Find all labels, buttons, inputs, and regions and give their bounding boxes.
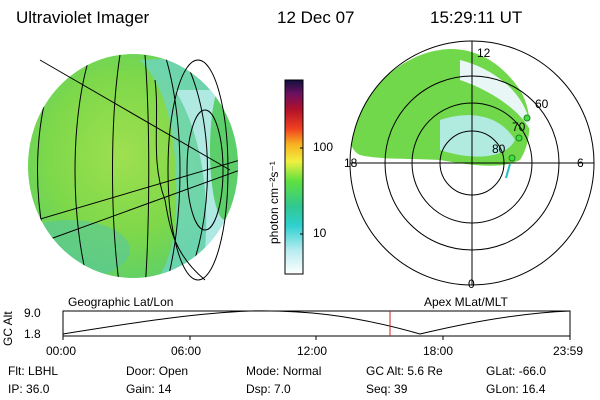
- status-glat: GLat: -66.0: [486, 364, 547, 378]
- status-gain: Gain: 14: [126, 382, 172, 396]
- mlt-label-0: 0: [468, 277, 475, 291]
- status-dsp: Dsp: 7.0: [246, 382, 291, 396]
- track-point: [515, 134, 523, 142]
- time-tick-2359: 23:59: [553, 344, 584, 358]
- colorbar-tick-10: 10: [313, 226, 327, 240]
- altitude-frame: [62, 310, 571, 337]
- colorbar-unit-label: photon cm⁻²s⁻¹: [267, 161, 281, 244]
- time-tick-0000: 00:00: [46, 344, 77, 358]
- colorbar: [284, 79, 304, 275]
- status-mode: Mode: Normal: [246, 364, 322, 378]
- altitude-curve: [62, 310, 571, 335]
- apex-label: Apex MLat/MLT: [424, 295, 508, 309]
- mlat-label-80: 80: [492, 142, 506, 156]
- mlat-label-60: 60: [535, 97, 549, 111]
- status-door: Door: Open: [126, 364, 189, 378]
- track-point: [523, 114, 531, 122]
- altitude-plot: [62, 310, 571, 340]
- instrument-title: Ultraviolet Imager: [16, 8, 150, 27]
- time-label: 15:29:11 UT: [430, 8, 523, 27]
- time-tick-0600: 06:00: [171, 344, 202, 358]
- status-filter: Flt: LBHL: [8, 364, 59, 378]
- geographic-image: [28, 54, 238, 281]
- colorbar-gradient: [284, 79, 304, 275]
- status-ip: IP: 36.0: [8, 382, 50, 396]
- mlt-label-12: 12: [477, 46, 491, 60]
- polar-plot: [349, 40, 595, 286]
- altitude-ytick-high: 9.0: [24, 306, 41, 320]
- time-tick-1800: 18:00: [423, 344, 454, 358]
- track-point: [508, 154, 516, 162]
- status-seq: Seq: 39: [366, 382, 408, 396]
- status-gc-alt: GC Alt: 5.6 Re: [366, 364, 443, 378]
- status-glon: GLon: 16.4: [486, 382, 546, 396]
- colorbar-tick-100: 100: [313, 140, 334, 154]
- date-label: 12 Dec 07: [277, 8, 355, 27]
- time-tick-1200: 12:00: [297, 344, 328, 358]
- altitude-ylabel: GC Alt: [1, 311, 15, 346]
- mlt-label-6: 6: [577, 156, 584, 170]
- altitude-ytick-low: 1.8: [24, 327, 41, 341]
- mlat-label-70: 70: [512, 120, 526, 134]
- geographic-label: Geographic Lat/Lon: [68, 295, 174, 309]
- mlt-label-18: 18: [344, 156, 358, 170]
